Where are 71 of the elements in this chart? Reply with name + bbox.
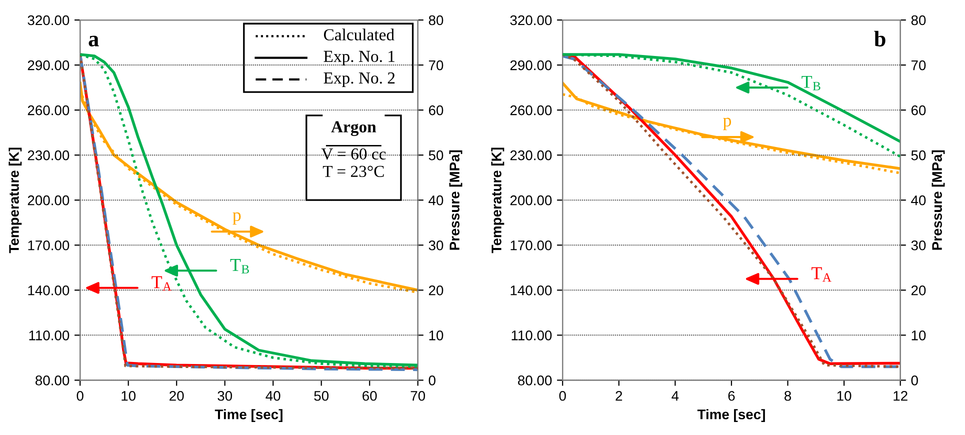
x-tick-label: 60 (362, 390, 377, 401)
x-tick-label: 2 (616, 390, 622, 401)
x-axis-title: Time [sec] (214, 409, 282, 422)
y2-tick-label: 20 (911, 285, 926, 296)
y2-tick-label: 70 (911, 60, 926, 70)
y-tick-label: 260.00 (510, 105, 552, 116)
y-tick-label: 230.00 (28, 150, 70, 160)
y2-tick-label: 0 (428, 376, 436, 386)
annotation: Exp. No. 1 (324, 50, 394, 66)
x-tick-label: 10 (837, 390, 852, 401)
y2-tick-label: 50 (911, 150, 926, 160)
x-tick-label: 70 (410, 390, 426, 401)
y2-tick-label: 30 (428, 240, 444, 250)
y2-axis-title: Pressure [MPa] (449, 150, 462, 250)
y2-tick-label: 80 (911, 15, 926, 26)
y-tick-label: 170.00 (510, 240, 552, 250)
y2-tick-label: 0 (911, 376, 918, 386)
y2-tick-label: 50 (428, 150, 444, 160)
annotation: Calculated (324, 28, 394, 40)
y2-tick-label: 70 (428, 60, 444, 70)
y-axis-title: Temperature [K] (491, 148, 504, 254)
y-tick-label: 200.00 (510, 195, 552, 206)
x-tick-label: 50 (314, 390, 329, 401)
y2-tick-label: 10 (912, 330, 926, 340)
x-axis-title: Time [sec] (697, 409, 765, 422)
x-tick-label: 8 (784, 390, 792, 401)
y-tick-label: 200.00 (28, 195, 70, 206)
y2-tick-label: 40 (911, 195, 926, 206)
annotation: T$_{A}$ (812, 267, 832, 282)
x-tick-label: 30 (218, 390, 232, 401)
x-tick-label: 20 (170, 390, 184, 401)
y-tick-label: 260.00 (28, 105, 70, 116)
x-tick-label: 40 (266, 390, 280, 401)
y2-tick-label: 60 (911, 105, 926, 116)
y2-tick-label: 60 (428, 105, 444, 116)
annotation: T$_{B}$ (802, 76, 820, 90)
x-tick-label: 0 (76, 390, 84, 401)
annotation: T$_{A}$ (152, 276, 172, 291)
x-tick-label: 6 (728, 390, 735, 401)
annotation: Argon (331, 121, 376, 136)
annotation: V = 60 cc (321, 148, 386, 160)
x-tick-label: 10 (122, 390, 136, 401)
y-tick-label: 290.00 (28, 60, 70, 70)
y-tick-label: 140.00 (28, 285, 70, 296)
y-tick-label: 170.00 (28, 240, 70, 250)
y-tick-label: 230.00 (510, 150, 552, 160)
annotation: p (723, 118, 732, 130)
y2-axis-title: Pressure [MPa] (932, 150, 945, 250)
annotation: T$_{B}$ (230, 259, 249, 274)
y2-tick-label: 30 (911, 240, 926, 250)
y-axis-title: Temperature [K] (8, 148, 22, 254)
y2-tick-label: 20 (428, 285, 444, 296)
y2-tick-label: 80 (428, 15, 444, 26)
x-tick-label: 12 (894, 390, 908, 401)
annotation: p (232, 212, 241, 225)
y-tick-label: 80.00 (518, 376, 552, 386)
y-tick-label: 110.00 (29, 330, 70, 340)
annotation: Exp. No. 2 (324, 72, 395, 87)
x-tick-label: 4 (672, 391, 679, 401)
y-tick-label: 320.00 (510, 15, 552, 26)
annotation: T = 23°C (322, 166, 384, 178)
y2-tick-label: 10 (429, 330, 444, 340)
chart-title: a (88, 36, 99, 46)
y2-tick-label: 40 (428, 195, 444, 206)
y-tick-label: 320.00 (28, 15, 70, 26)
y-tick-label: 290.00 (510, 60, 552, 70)
y-tick-label: 110.00 (512, 330, 552, 340)
x-tick-label: 0 (559, 390, 566, 401)
chart-title: b (874, 30, 886, 46)
y-tick-label: 80.00 (36, 376, 70, 386)
y-tick-label: 140.00 (510, 285, 552, 296)
